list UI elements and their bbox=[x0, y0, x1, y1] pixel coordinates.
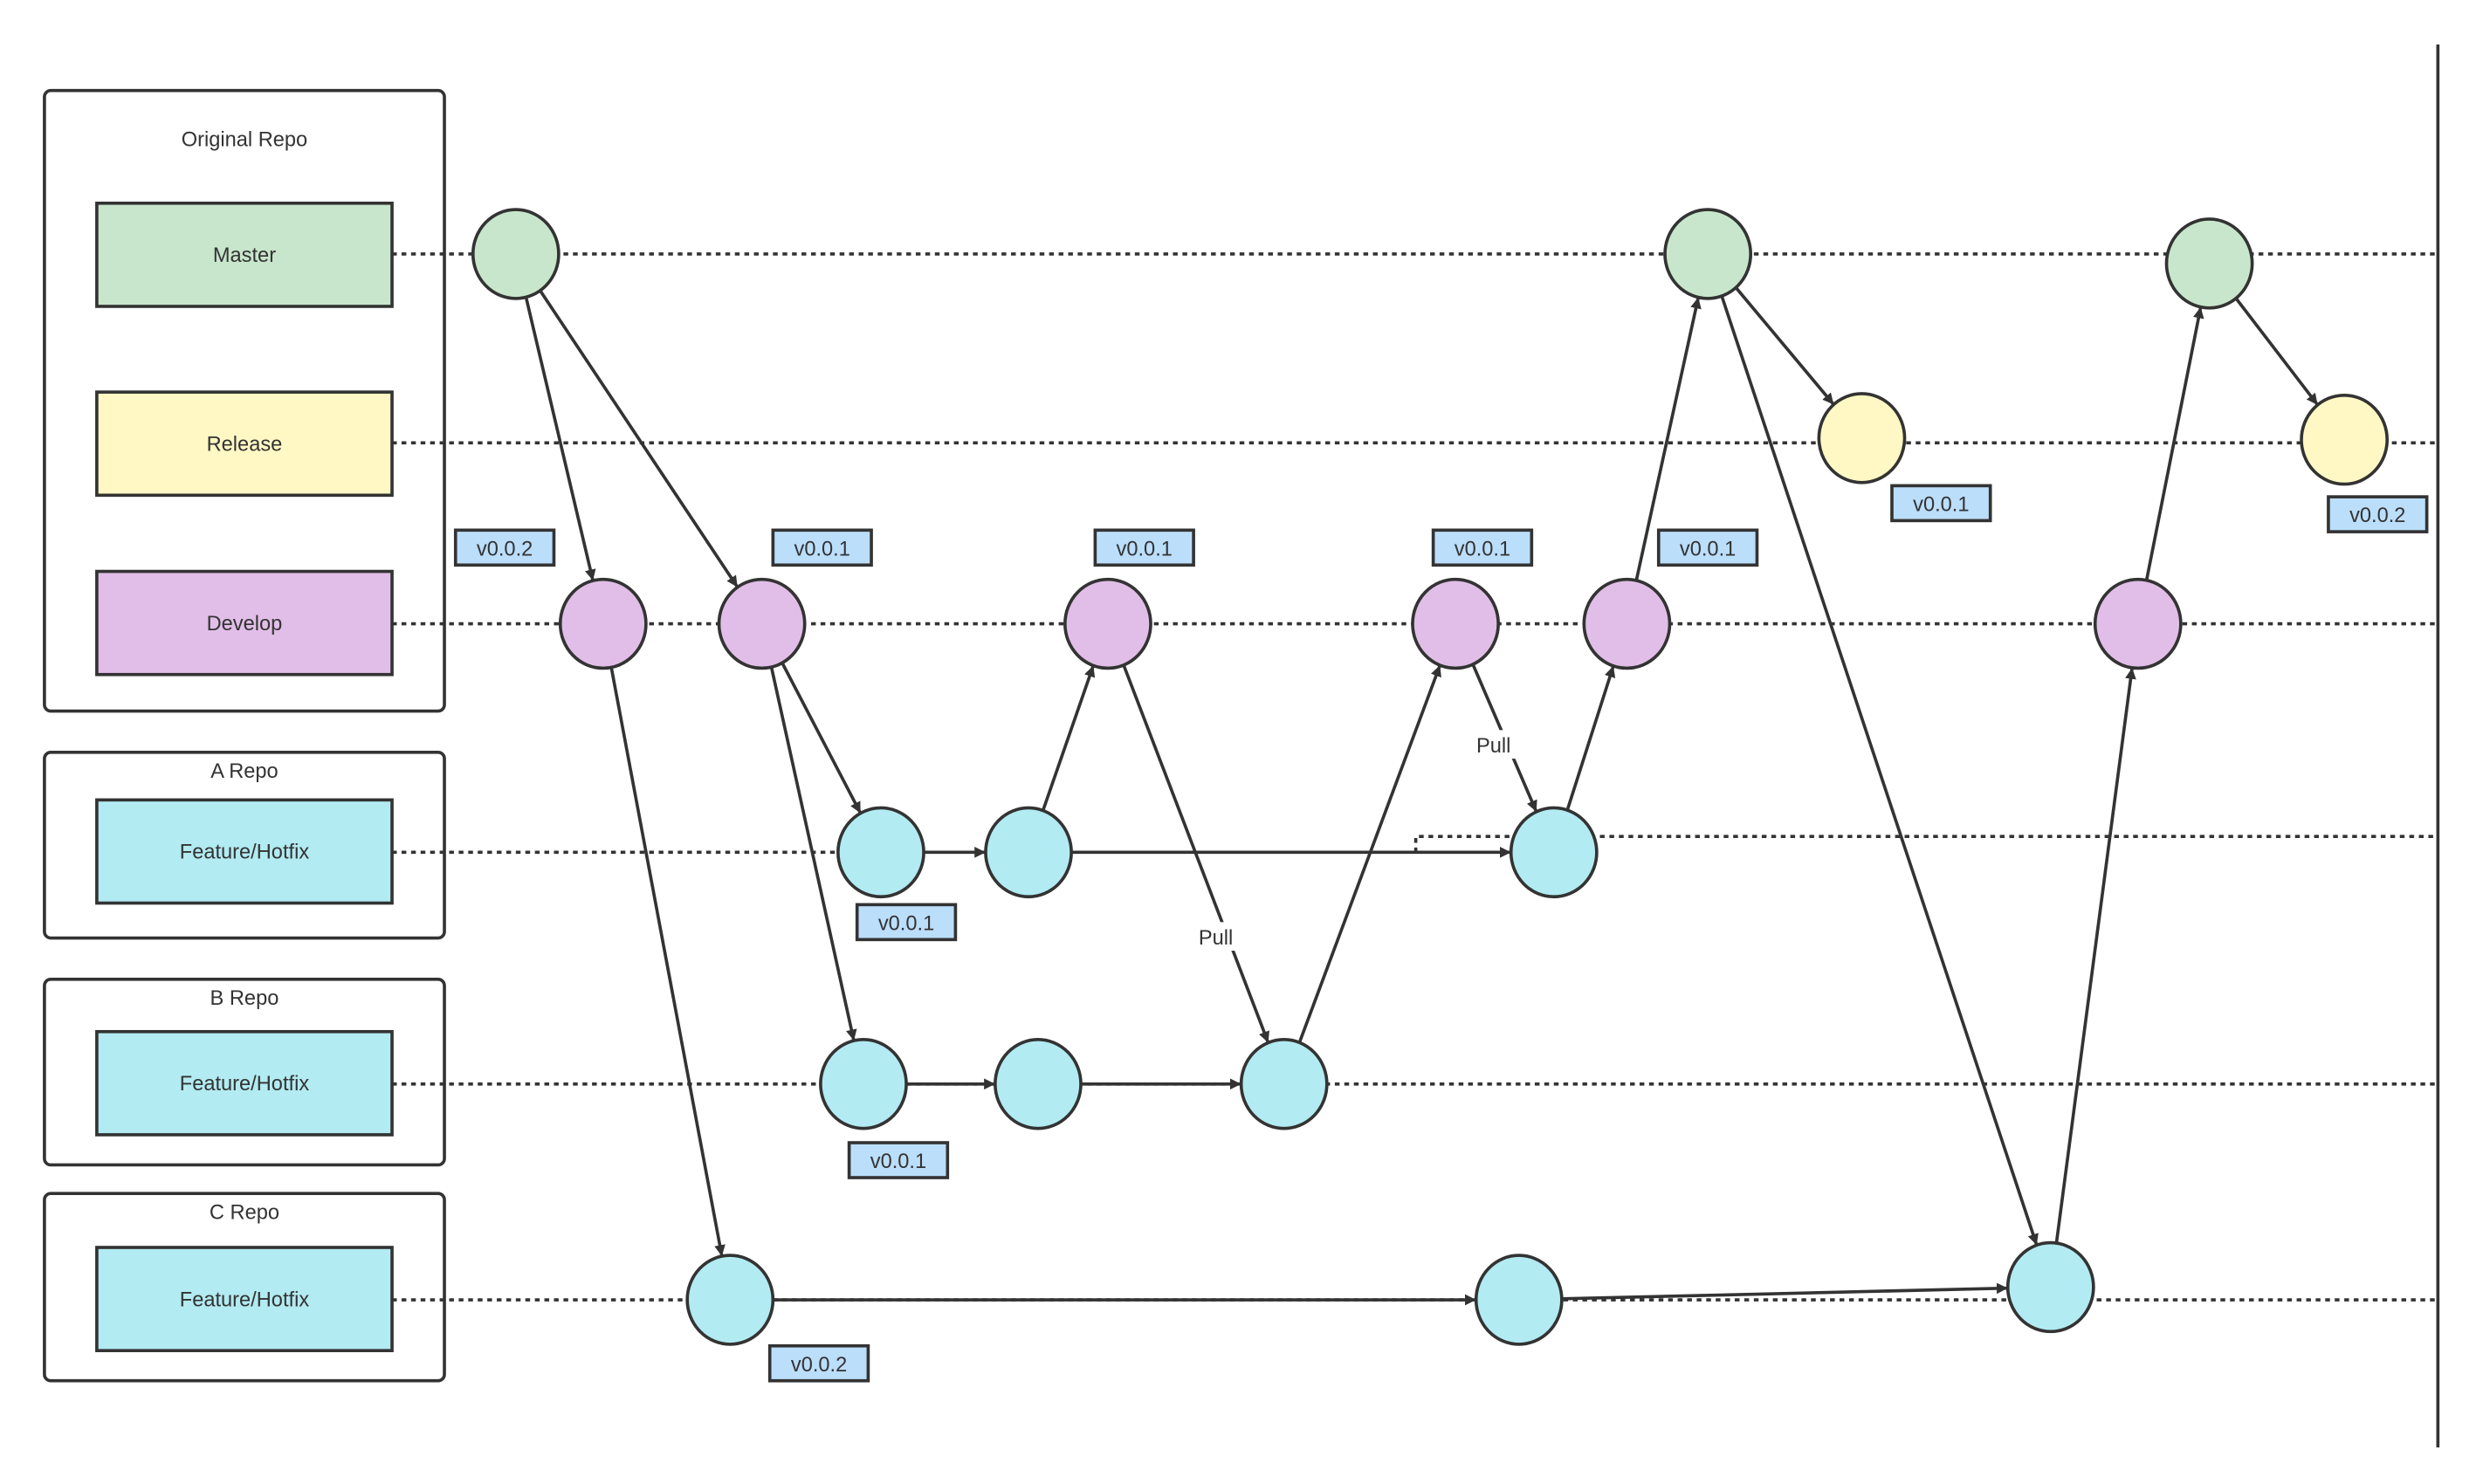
master-commit-node[interactable] bbox=[2164, 217, 2254, 310]
b-feature-branch-box-label: Feature/Hotfix bbox=[180, 1073, 310, 1096]
version-tag bbox=[847, 1141, 950, 1179]
version-tag-label: v0.0.2 bbox=[791, 1354, 847, 1377]
edge-A3-to-D5 bbox=[1565, 665, 1616, 811]
feature-commit-node[interactable] bbox=[819, 1038, 908, 1130]
version-tag-label: v0.0.2 bbox=[477, 538, 533, 560]
edge-B3-to-D4 bbox=[1297, 664, 1442, 1043]
b-feature-branch-box bbox=[95, 1029, 394, 1137]
c-feature-branch-box-label: Feature/Hotfix bbox=[180, 1288, 310, 1311]
version-tag-label: v0.0.1 bbox=[878, 912, 934, 935]
edge-C3-to-D6 bbox=[2054, 667, 2136, 1244]
develop-commit-node[interactable] bbox=[1063, 577, 1152, 670]
feature-commit-node[interactable] bbox=[1509, 806, 1599, 899]
edge-D2-to-A1 bbox=[781, 662, 863, 814]
release-branch-box bbox=[95, 390, 394, 498]
a-repo-title: A Repo bbox=[210, 760, 279, 783]
c-repo-title: C Repo bbox=[210, 1201, 279, 1224]
edge-D5-to-M2 bbox=[1634, 297, 1702, 581]
develop-branch-box-label: Develop bbox=[207, 613, 283, 636]
edge-M1-to-D2 bbox=[539, 289, 739, 588]
edge-M3-to-R2 bbox=[2234, 297, 2320, 406]
master-commit-node[interactable] bbox=[1663, 208, 1753, 300]
a-feature-branch-box-label: Feature/Hotfix bbox=[180, 842, 310, 864]
version-tag-label: v0.0.1 bbox=[1455, 538, 1510, 560]
master-branch-box-label: Master bbox=[213, 244, 276, 267]
edge-C2-to-C3 bbox=[1561, 1282, 2008, 1301]
pull-label: Pull bbox=[1199, 927, 1233, 950]
feature-commit-node[interactable] bbox=[984, 806, 1073, 899]
feature-commit-node[interactable] bbox=[836, 806, 925, 899]
a-feature-branch-box bbox=[95, 798, 394, 905]
develop-commit-node[interactable] bbox=[2093, 577, 2183, 670]
develop-commit-node[interactable] bbox=[1582, 577, 1672, 670]
version-tag bbox=[1656, 528, 1759, 567]
version-tag bbox=[1431, 528, 1534, 567]
release-commit-node[interactable] bbox=[1817, 392, 1907, 484]
original-repo-title: Original Repo bbox=[182, 128, 307, 151]
pull-label: Pull bbox=[1476, 735, 1510, 758]
develop-branch-box bbox=[95, 569, 394, 677]
version-tag bbox=[453, 528, 556, 567]
version-tag-label: v0.0.2 bbox=[2349, 505, 2405, 527]
b-repo-title: B Repo bbox=[210, 987, 279, 1010]
edge-D1-to-C1 bbox=[609, 667, 726, 1257]
release-branch-box-label: Release bbox=[207, 433, 283, 456]
version-tag-label: v0.0.1 bbox=[1680, 538, 1736, 560]
master-branch-box bbox=[95, 201, 394, 308]
edge-A2-to-D3 bbox=[1041, 664, 1096, 812]
feature-commit-node[interactable] bbox=[2005, 1240, 2095, 1334]
version-tag bbox=[855, 903, 958, 942]
edge-D6-to-M3 bbox=[2144, 306, 2204, 581]
edge-M2-to-C3 bbox=[1720, 295, 2039, 1246]
a-feature-lane-line bbox=[392, 835, 2438, 855]
feature-commit-node[interactable] bbox=[685, 1254, 775, 1346]
version-tag bbox=[771, 528, 873, 567]
feature-commit-node[interactable] bbox=[1239, 1038, 1329, 1130]
version-tag-label: v0.0.1 bbox=[870, 1151, 926, 1173]
version-tag bbox=[1890, 484, 1992, 523]
develop-commit-node[interactable] bbox=[717, 577, 807, 670]
version-tag bbox=[2327, 495, 2429, 533]
master-commit-node[interactable] bbox=[471, 208, 561, 300]
release-commit-node[interactable] bbox=[2300, 393, 2390, 486]
feature-commit-node[interactable] bbox=[994, 1038, 1083, 1130]
develop-commit-node[interactable] bbox=[558, 577, 648, 670]
version-tag-label: v0.0.1 bbox=[1913, 493, 1969, 516]
version-tag bbox=[1093, 528, 1195, 567]
edge-D2-to-B1 bbox=[769, 666, 857, 1041]
edge-M2-to-R1 bbox=[1734, 286, 1835, 406]
develop-commit-node[interactable] bbox=[1411, 577, 1500, 670]
c-feature-branch-box bbox=[95, 1246, 394, 1353]
version-tag bbox=[767, 1343, 870, 1383]
edge-M1-to-D1 bbox=[524, 297, 596, 581]
version-tag-label: v0.0.1 bbox=[1117, 538, 1173, 560]
feature-commit-node[interactable] bbox=[1474, 1254, 1564, 1346]
edge-D3-to-B3 bbox=[1122, 664, 1270, 1044]
version-tag-label: v0.0.1 bbox=[794, 538, 850, 560]
